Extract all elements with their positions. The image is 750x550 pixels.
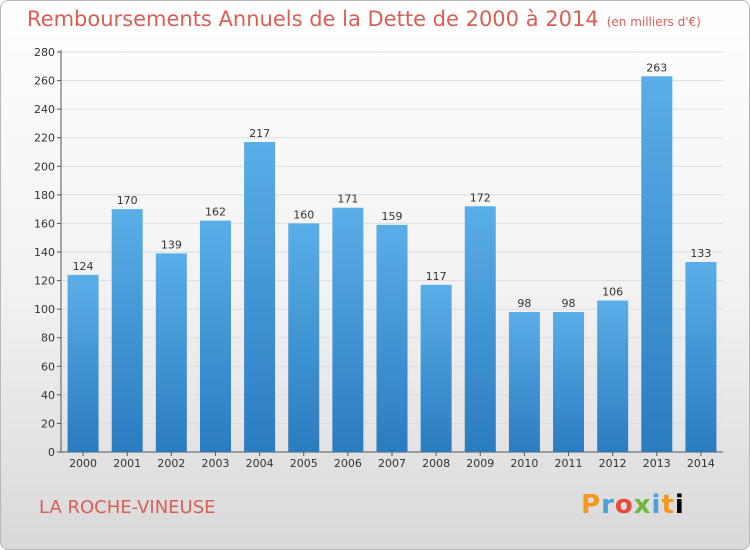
bar-value-label: 124 — [73, 260, 94, 273]
bar-value-label: 106 — [602, 286, 623, 299]
y-tick-label: 0 — [48, 446, 55, 459]
bar-2004 — [244, 142, 276, 452]
bar-2002 — [155, 253, 187, 452]
x-tick-label: 2012 — [599, 457, 627, 470]
chart-title-text: Remboursements Annuels de la Dette de 20… — [27, 7, 599, 31]
x-tick-labels: 2000 2001 2002 2003 2004 2005 2006 2007 2008 2009… — [69, 457, 715, 470]
x-tick-label: 2014 — [687, 457, 715, 470]
y-tick-label: 240 — [34, 103, 55, 116]
bar-value-label: 159 — [382, 210, 403, 223]
y-tick-label: 60 — [41, 360, 55, 373]
logo-letter: i — [651, 490, 662, 520]
bar-value-label: 160 — [293, 208, 314, 221]
y-tick-label: 260 — [34, 75, 55, 88]
bar-2013 — [641, 76, 673, 453]
y-tick-label: 20 — [41, 417, 55, 430]
bar-value-label: 117 — [426, 270, 447, 283]
bar-value-label: 217 — [249, 127, 270, 140]
y-tick-label: 80 — [41, 332, 55, 345]
bar-2001 — [111, 209, 143, 452]
bar-2010 — [508, 312, 540, 452]
bars — [67, 76, 717, 453]
bar-2006 — [332, 207, 364, 452]
logo-letter: o — [614, 490, 634, 520]
logo-letter: i — [674, 490, 685, 520]
bar-2014 — [685, 262, 717, 452]
bar-2011 — [553, 312, 585, 452]
bar-value-label: 139 — [161, 238, 182, 251]
x-tick-label: 2011 — [555, 457, 583, 470]
y-tick-label: 160 — [34, 217, 55, 230]
y-tick-labels: 0 20 40 60 80 100 120 140 160 180 200 220 240 260 280 — [34, 46, 55, 459]
commune-name: LA ROCHE-VINEUSE — [39, 497, 216, 518]
logo-letter: P — [581, 490, 602, 520]
y-tick-label: 100 — [34, 303, 55, 316]
x-tick-label: 2001 — [113, 457, 141, 470]
y-tick-label: 120 — [34, 275, 55, 288]
bar-2008 — [420, 284, 452, 452]
logo-letter: x — [633, 490, 652, 520]
bar-2003 — [199, 220, 231, 452]
bar-chart: 124 170 139 162 217 160 171 159 117 172 98 98 106 263… — [34, 46, 723, 470]
x-tick-label: 2007 — [378, 457, 406, 470]
logo-letter: r — [601, 490, 615, 520]
x-tick-label: 2002 — [157, 457, 185, 470]
x-tick-label: 2008 — [422, 457, 450, 470]
bar-2005 — [288, 223, 320, 452]
bar-value-label: 98 — [517, 297, 531, 310]
bar-2009 — [464, 206, 496, 452]
proxiti-logo[interactable]: Proxiti — [581, 490, 685, 520]
chart-title: Remboursements Annuels de la Dette de 20… — [27, 7, 701, 31]
bar-value-label: 171 — [337, 193, 358, 206]
x-tick-label: 2005 — [290, 457, 318, 470]
logo-letter: t — [661, 490, 675, 520]
x-tick-label: 2006 — [334, 457, 362, 470]
x-tick-label: 2003 — [201, 457, 229, 470]
y-tick-label: 180 — [34, 189, 55, 202]
y-tick-label: 280 — [34, 46, 55, 59]
bar-value-label: 162 — [205, 206, 226, 219]
bar-value-label: 172 — [470, 191, 491, 204]
x-tick-label: 2010 — [510, 457, 538, 470]
chart-unit: (en milliers d'€) — [606, 15, 701, 29]
y-tick-label: 220 — [34, 132, 55, 145]
bar-value-label: 133 — [690, 247, 711, 260]
bar-2007 — [376, 224, 408, 452]
y-tick-label: 40 — [41, 389, 55, 402]
bar-value-label: 263 — [646, 61, 667, 74]
x-tick-label: 2000 — [69, 457, 97, 470]
bar-2000 — [67, 274, 99, 452]
bar-value-label: 170 — [117, 194, 138, 207]
bar-2012 — [597, 300, 629, 452]
bar-value-labels: 124 170 139 162 217 160 171 159 117 172 98 98 106 263… — [73, 61, 712, 310]
y-tick-label: 200 — [34, 160, 55, 173]
x-tick-label: 2004 — [246, 457, 274, 470]
x-tick-label: 2009 — [466, 457, 494, 470]
x-tick-label: 2013 — [643, 457, 671, 470]
bar-value-label: 98 — [562, 297, 576, 310]
y-tick-label: 140 — [34, 246, 55, 259]
